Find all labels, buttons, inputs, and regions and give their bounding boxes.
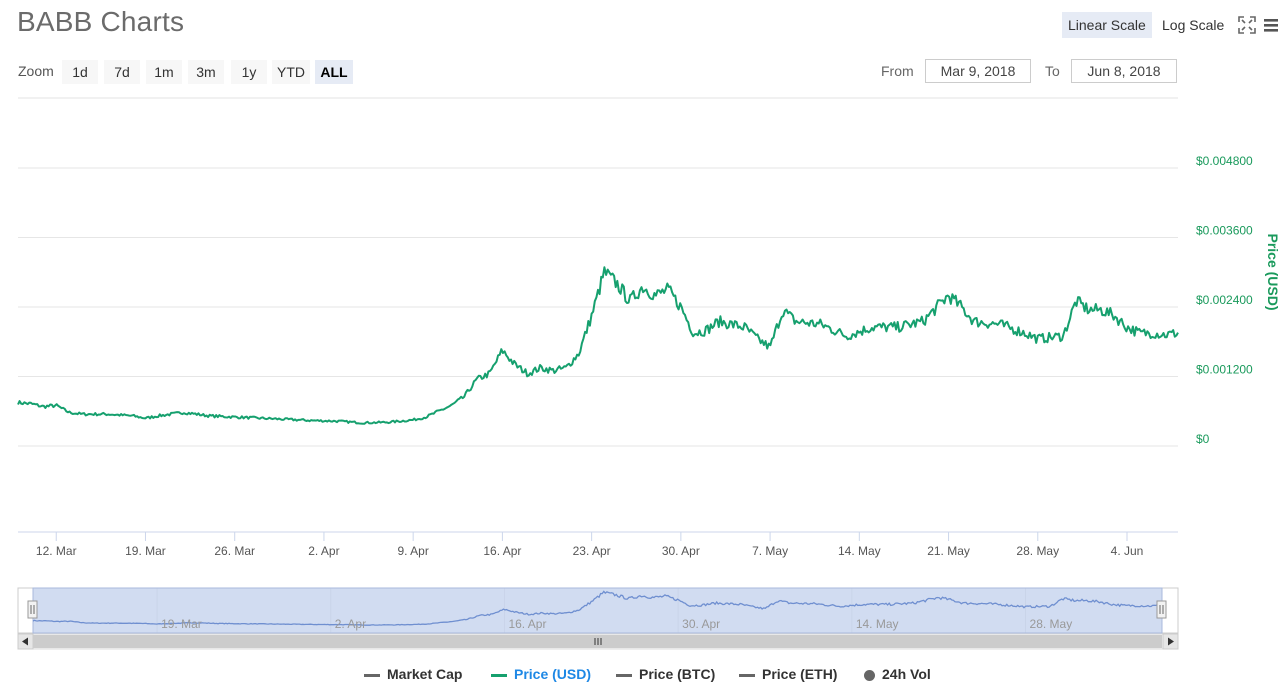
- to-label: To: [1045, 63, 1060, 79]
- legend-swatch: [491, 673, 507, 677]
- y-tick-label: $0.003600: [1196, 224, 1253, 238]
- scroll-right-arrow-icon[interactable]: [1162, 633, 1179, 650]
- scrollbar-grip-icon: [594, 638, 602, 645]
- price-usd-series: [17, 266, 1179, 425]
- x-tick-label: 12. Mar: [36, 544, 77, 558]
- x-tick-label: 30. Apr: [662, 544, 700, 558]
- zoom-ytd-button[interactable]: YTD: [272, 60, 310, 84]
- zoom-1y-button[interactable]: 1y: [231, 60, 267, 84]
- price-chart[interactable]: $0 $0.001200 $0.002400 $0.003600 $0.004800 P…: [0, 0, 1280, 660]
- x-tick-label: 28. May: [1016, 544, 1059, 558]
- zoom-1m-button[interactable]: 1m: [146, 60, 182, 84]
- x-tick-label: 14. May: [838, 544, 881, 558]
- navigator-tick-label: 14. May: [856, 617, 899, 631]
- x-tick-label: 21. May: [927, 544, 970, 558]
- menu-icon[interactable]: [1262, 14, 1280, 36]
- from-date-input[interactable]: [925, 59, 1031, 83]
- x-tick-label: 23. Apr: [573, 544, 611, 558]
- legend-label: Market Cap: [387, 666, 463, 682]
- x-tick-label: 2. Apr: [308, 544, 339, 558]
- legend-swatch: [616, 673, 632, 677]
- zoom-1d-button[interactable]: 1d: [62, 60, 98, 84]
- legend-item-market-cap[interactable]: Market Cap: [364, 666, 462, 682]
- from-label: From: [881, 63, 914, 79]
- fullscreen-icon[interactable]: [1236, 14, 1258, 36]
- navigator-tick-label: 30. Apr: [682, 617, 720, 631]
- legend-label: Price (BTC): [639, 666, 716, 682]
- x-tick-label: 26. Mar: [214, 544, 255, 558]
- legend-item-price-btc[interactable]: Price (BTC): [616, 666, 715, 682]
- navigator-selection[interactable]: [32, 587, 1163, 634]
- legend-item-price-usd[interactable]: Price (USD): [491, 666, 591, 682]
- legend-label: Price (ETH): [762, 666, 838, 682]
- navigator-tick-label: 2. Apr: [335, 617, 366, 631]
- legend-dot-icon: [864, 669, 875, 681]
- navigator-tick-label: 16. Apr: [508, 617, 546, 631]
- x-tick-label: 16. Apr: [483, 544, 521, 558]
- x-tick-label: 9. Apr: [397, 544, 428, 558]
- x-tick-label: 19. Mar: [125, 544, 166, 558]
- x-tick-label: 7. May: [752, 544, 788, 558]
- navigator-tick-label: 19. Mar: [161, 617, 202, 631]
- y-tick-label: $0: [1196, 432, 1210, 446]
- y-tick-label: $0.004800: [1196, 154, 1253, 168]
- log-scale-button[interactable]: Log Scale: [1162, 17, 1225, 33]
- navigator-right-handle[interactable]: [1156, 600, 1167, 619]
- legend-label: Price (USD): [514, 666, 592, 682]
- zoom-3m-button[interactable]: 3m: [188, 60, 224, 84]
- legend-swatch: [739, 673, 755, 677]
- zoom-7d-button[interactable]: 7d: [104, 60, 140, 84]
- x-tick-label: 4. Jun: [1111, 544, 1144, 558]
- to-date-input[interactable]: [1071, 59, 1177, 83]
- navigator-left-handle[interactable]: [27, 600, 38, 619]
- chart-legend: Market Cap Price (USD) Price (BTC) Price…: [0, 666, 1280, 682]
- y-tick-label: $0.001200: [1196, 363, 1253, 377]
- legend-label: 24h Vol: [882, 666, 931, 682]
- y-axis-title: Price (USD): [1265, 233, 1280, 310]
- y-tick-label: $0.002400: [1196, 293, 1253, 307]
- navigator-series: [32, 590, 1163, 626]
- linear-scale-button[interactable]: Linear Scale: [1062, 12, 1152, 38]
- zoom-all-button[interactable]: ALL: [315, 60, 353, 84]
- navigator-tick-label: 28. May: [1030, 617, 1073, 631]
- legend-item-24h-vol[interactable]: 24h Vol: [864, 666, 931, 682]
- legend-item-price-eth[interactable]: Price (ETH): [739, 666, 837, 682]
- scroll-left-arrow-icon[interactable]: [17, 633, 34, 650]
- zoom-label: Zoom: [18, 63, 54, 79]
- legend-swatch: [364, 673, 380, 677]
- page-title: BABB Charts: [17, 6, 185, 37]
